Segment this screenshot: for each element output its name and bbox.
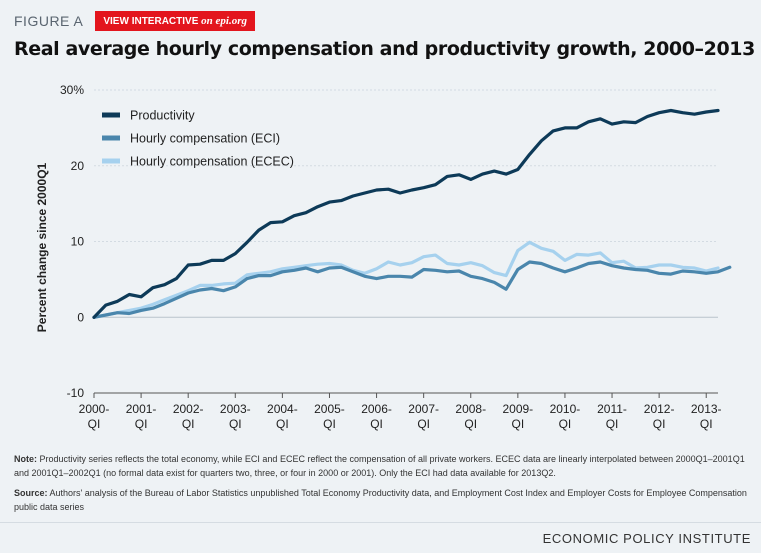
x-tick-year-label: 2004- bbox=[267, 402, 298, 416]
x-tick-quarter-label: QI bbox=[653, 417, 666, 431]
series-line-eci bbox=[92, 260, 732, 319]
source-paragraph: Source: Authors' analysis of the Bureau … bbox=[14, 486, 749, 514]
figure-label: FIGURE A bbox=[14, 13, 84, 29]
x-tick-year-label: 2002- bbox=[173, 402, 204, 416]
notes-block: Note: Productivity series reflects the t… bbox=[14, 452, 749, 520]
series-line-ecec bbox=[92, 240, 720, 319]
x-tick-quarter-label: QI bbox=[559, 417, 572, 431]
source-text: Authors' analysis of the Bureau of Labor… bbox=[14, 488, 747, 512]
y-tick-label: 10 bbox=[71, 235, 85, 249]
x-tick-quarter-label: QI bbox=[512, 417, 525, 431]
x-tick-quarter-label: QI bbox=[276, 417, 289, 431]
y-tick-label: 0 bbox=[77, 310, 84, 324]
footer-brand: ECONOMIC POLICY INSTITUTE bbox=[542, 531, 751, 546]
interactive-prefix: VIEW INTERACTIVE bbox=[103, 16, 202, 27]
x-tick-year-label: 2008- bbox=[455, 402, 486, 416]
y-axis-label: Percent change since 2000Q1 bbox=[35, 162, 49, 332]
x-tick-quarter-label: QI bbox=[370, 417, 383, 431]
series-line-productivity bbox=[92, 108, 720, 319]
x-tick-year-label: 2005- bbox=[314, 402, 345, 416]
legend-label: Hourly compensation (ECI) bbox=[130, 132, 280, 146]
x-tick-quarter-label: QI bbox=[464, 417, 477, 431]
y-tick-label: 20 bbox=[71, 159, 85, 173]
x-tick-year-label: 2007- bbox=[408, 402, 439, 416]
view-interactive-button[interactable]: VIEW INTERACTIVE on epi.org bbox=[95, 11, 255, 31]
x-tick-year-label: 2009- bbox=[502, 402, 533, 416]
x-tick-quarter-label: QI bbox=[700, 417, 713, 431]
chart-title: Real average hourly compensation and pro… bbox=[14, 38, 755, 60]
x-tick-year-label: 2013- bbox=[691, 402, 722, 416]
x-tick-year-label: 2001- bbox=[126, 402, 157, 416]
footer-bar bbox=[0, 522, 761, 553]
x-tick-year-label: 2012- bbox=[644, 402, 675, 416]
x-tick-year-label: 2000- bbox=[79, 402, 110, 416]
figure-header: FIGURE A VIEW INTERACTIVE on epi.org bbox=[14, 10, 255, 32]
x-tick-year-label: 2011- bbox=[597, 402, 627, 416]
x-tick-quarter-label: QI bbox=[229, 417, 242, 431]
x-tick-year-label: 2010- bbox=[550, 402, 581, 416]
interactive-site: on epi.org bbox=[201, 15, 247, 27]
x-tick-year-label: 2006- bbox=[361, 402, 392, 416]
y-tick-label: 30% bbox=[60, 83, 84, 97]
x-tick-quarter-label: QI bbox=[323, 417, 336, 431]
x-tick-quarter-label: QI bbox=[182, 417, 195, 431]
line-chart: -100102030%2000-QI2001-QI2002-QI2003-QI2… bbox=[35, 83, 732, 431]
note-paragraph: Note: Productivity series reflects the t… bbox=[14, 452, 749, 480]
x-tick-quarter-label: QI bbox=[135, 417, 148, 431]
legend-label: Hourly compensation (ECEC) bbox=[130, 155, 294, 169]
source-label: Source: bbox=[14, 488, 48, 498]
x-tick-year-label: 2003- bbox=[220, 402, 251, 416]
x-tick-quarter-label: QI bbox=[88, 417, 101, 431]
y-tick-label: -10 bbox=[67, 386, 85, 400]
x-tick-quarter-label: QI bbox=[606, 417, 619, 431]
legend-label: Productivity bbox=[130, 109, 195, 123]
x-tick-quarter-label: QI bbox=[417, 417, 430, 431]
note-text: Productivity series reflects the total e… bbox=[14, 454, 745, 478]
note-label: Note: bbox=[14, 454, 37, 464]
